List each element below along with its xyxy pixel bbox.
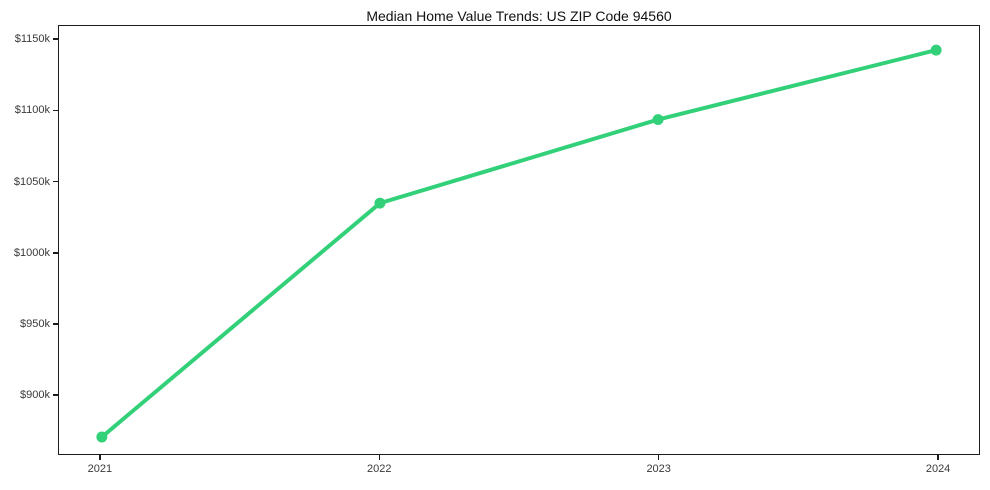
- x-axis-tick-mark: [378, 455, 381, 460]
- data-point-marker: [652, 114, 664, 126]
- y-tick-label: $950k: [20, 318, 50, 330]
- x-tick-label: 2024: [925, 463, 951, 475]
- y-axis-tick-mark: [53, 323, 58, 325]
- y-axis-tick-mark: [53, 38, 58, 40]
- y-axis-tick-mark: [53, 252, 58, 254]
- x-axis-tick-mark: [937, 455, 939, 460]
- chart-title: Median Home Value Trends: US ZIP Code 94…: [366, 8, 672, 24]
- y-axis-tick-mark: [53, 109, 58, 112]
- x-tick-label: 2021: [87, 463, 113, 475]
- x-axis-tick-mark: [657, 455, 660, 460]
- y-tick-label: $900k: [20, 389, 50, 402]
- y-tick-label: $1150k: [14, 33, 50, 46]
- y-tick-label: $1000k: [13, 246, 50, 259]
- x-tick-label: 2023: [646, 463, 671, 475]
- y-axis-tick-mark: [53, 394, 58, 396]
- x-tick-label: 2022: [367, 463, 392, 475]
- y-axis-tick-mark: [53, 180, 58, 183]
- data-point-marker: [374, 197, 386, 209]
- data-point-marker: [930, 44, 942, 56]
- y-tick-label: $1100k: [14, 104, 50, 117]
- trend-line: [99, 48, 939, 439]
- plot-area: [58, 25, 980, 455]
- y-tick-label: $1050k: [13, 175, 50, 188]
- line-chart-canvas: [96, 44, 942, 443]
- x-axis-tick-mark: [99, 455, 101, 460]
- data-point-marker: [96, 431, 108, 443]
